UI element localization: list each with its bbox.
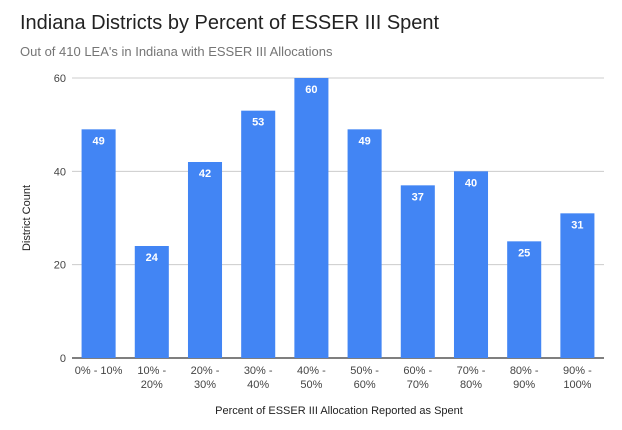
data-label: 60	[305, 84, 317, 96]
y-tick-label: 40	[54, 166, 66, 178]
x-tick-label: 10% -20%	[137, 365, 166, 391]
x-tick-label: 20% -30%	[191, 365, 220, 391]
chart-subtitle: Out of 410 LEA's in Indiana with ESSER I…	[20, 44, 333, 59]
y-tick-label: 60	[54, 73, 66, 85]
y-tick-label: 20	[54, 260, 66, 272]
x-tick-label: 80% -90%	[510, 365, 539, 391]
data-labels: 49 24 42 53 60 49 37 40 25 31	[92, 84, 583, 264]
x-tick-label: 50% -60%	[350, 365, 379, 391]
data-label: 42	[199, 168, 211, 180]
x-axis-title: Percent of ESSER III Allocation Reported…	[215, 405, 463, 417]
data-label: 49	[92, 135, 104, 147]
x-tick-labels: 0% - 10% 10% -20% 20% -30% 30% -40% 40% -50%…	[75, 365, 592, 391]
data-label: 40	[465, 177, 477, 189]
x-tick-label: 30% -40%	[244, 365, 273, 391]
data-label: 49	[358, 135, 370, 147]
bar	[81, 129, 116, 358]
x-tick-label: 0% - 10%	[75, 365, 123, 377]
bar	[453, 171, 489, 358]
data-label: 24	[146, 252, 159, 264]
bar	[507, 241, 542, 358]
bar	[400, 185, 435, 358]
bar	[241, 110, 276, 359]
bar	[347, 129, 382, 358]
bar	[294, 78, 329, 358]
bar	[134, 246, 169, 358]
bar-series	[81, 78, 595, 359]
data-label: 31	[571, 219, 583, 231]
x-tick-label: 40% -50%	[297, 365, 326, 391]
bar	[187, 162, 223, 358]
y-axis-title: District Count	[21, 185, 33, 251]
y-tick-label: 0	[60, 353, 66, 365]
data-label: 25	[518, 247, 530, 259]
x-tick-label: 60% -70%	[403, 365, 432, 391]
data-label: 53	[252, 117, 264, 129]
x-tick-label: 70% -80%	[457, 365, 486, 391]
y-tick-labels: 0 20 40 60	[54, 73, 66, 365]
bar	[560, 213, 595, 358]
x-tick-label: 90% -100%	[563, 365, 592, 391]
chart-title: Indiana Districts by Percent of ESSER II…	[20, 12, 440, 34]
data-label: 37	[412, 191, 424, 203]
